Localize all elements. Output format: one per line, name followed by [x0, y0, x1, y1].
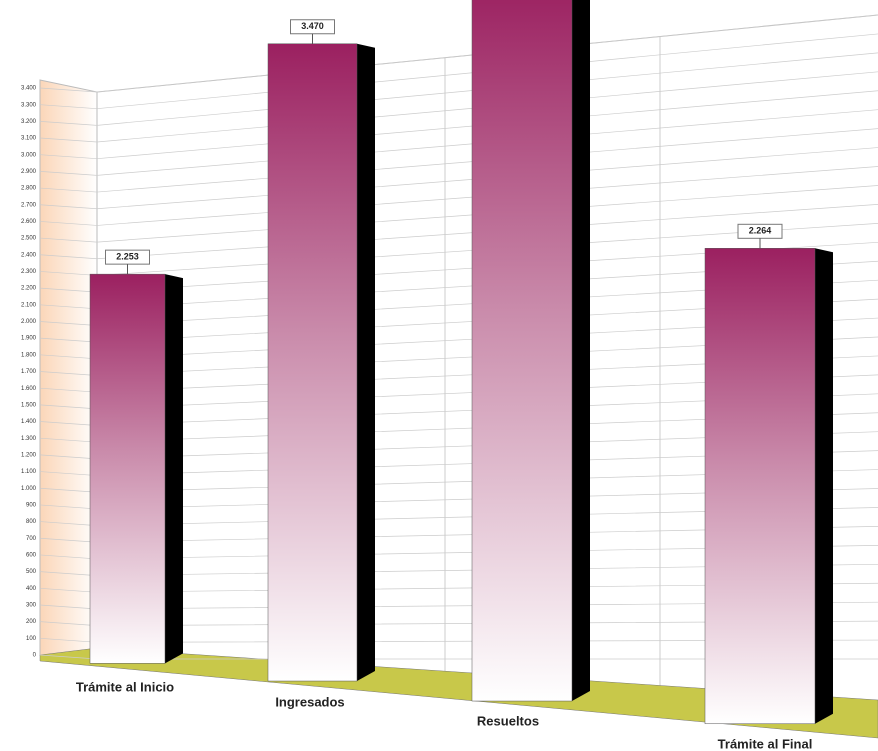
y-tick-label: 500: [26, 569, 37, 575]
x-tick-label: Ingresados: [275, 694, 344, 709]
y-tick-label: 900: [26, 502, 37, 508]
y-tick-label: 1.500: [21, 402, 37, 408]
y-tick-label: 1.900: [21, 336, 37, 342]
y-tick-label: 200: [26, 619, 37, 625]
y-tick-label: 1.400: [21, 419, 37, 425]
y-tick-label: 700: [26, 536, 37, 542]
grid-line: [39, 166, 878, 226]
y-tick-label: 3.300: [21, 102, 37, 108]
grid-line: [39, 185, 878, 243]
bar: [471, 0, 573, 702]
y-tick-label: 3.000: [21, 152, 37, 158]
y-tick-label: 2.000: [21, 319, 37, 325]
y-tick-label: 2.500: [21, 236, 37, 242]
y-tick-label: 1.200: [21, 452, 37, 458]
left-wall: [39, 79, 98, 656]
bar-side: [572, 0, 590, 702]
y-tick-label: 2.100: [21, 302, 37, 308]
value-label: 2.253: [116, 252, 139, 262]
y-tick-label: 1.100: [21, 469, 37, 475]
y-tick-label: 1.600: [21, 386, 37, 392]
y-tick-label: 2.400: [21, 252, 37, 258]
grid-line: [39, 71, 878, 143]
y-tick-label: 2.900: [21, 169, 37, 175]
y-tick-label: 1.000: [21, 486, 37, 492]
bar: [89, 273, 166, 664]
y-tick-label: 1.300: [21, 436, 37, 442]
value-label-box: [105, 249, 150, 265]
value-label: 2.264: [749, 226, 772, 236]
x-tick-label: Trámite al Inicio: [76, 679, 174, 694]
y-tick-label: 600: [26, 553, 37, 559]
grid-line: [39, 109, 878, 176]
y-tick-label: 2.700: [21, 202, 37, 208]
y-tick-label: 3.100: [21, 136, 37, 142]
grid-line: [39, 204, 878, 260]
grid-line: [39, 14, 878, 93]
y-tick-label: 300: [26, 603, 37, 609]
y-tick-label: 800: [26, 519, 37, 525]
y-tick-label: 2.300: [21, 269, 37, 275]
bar-side: [815, 248, 833, 724]
y-tick-label: 1.700: [21, 369, 37, 375]
grid-line: [39, 90, 878, 160]
bar: [704, 248, 816, 725]
bar: [267, 43, 358, 682]
value-label: 3.470: [301, 21, 324, 31]
y-tick-label: 2.200: [21, 286, 37, 292]
grid-line: [39, 52, 878, 126]
y-tick-label: 3.400: [21, 86, 37, 92]
y-tick-label: 3.200: [21, 119, 37, 125]
grid-line: [39, 147, 878, 210]
y-tick-label: 2.800: [21, 186, 37, 192]
y-tick-label: 0: [33, 653, 37, 659]
bar-side: [357, 43, 375, 682]
x-tick-label: Resueltos: [477, 713, 539, 728]
y-tick-label: 400: [26, 586, 37, 592]
bar-side: [165, 274, 183, 664]
y-tick-label: 100: [26, 636, 37, 642]
grid-line: [39, 33, 878, 110]
x-tick-label: Trámite al Final: [718, 736, 813, 751]
y-tick-label: 1.800: [21, 352, 37, 358]
grid-line: [39, 128, 878, 193]
y-tick-label: 2.600: [21, 219, 37, 225]
floor: [39, 647, 878, 739]
